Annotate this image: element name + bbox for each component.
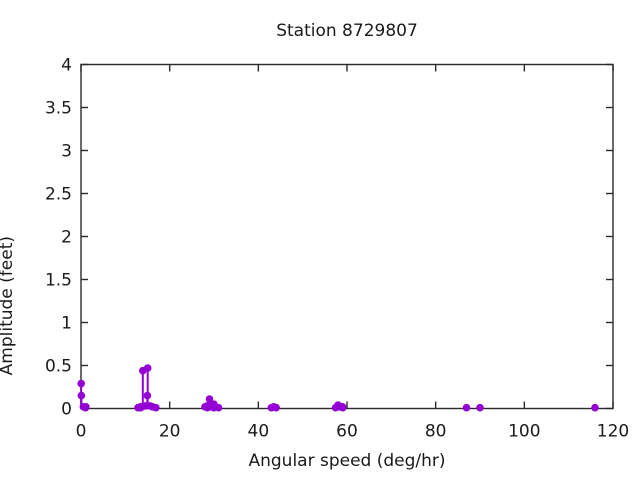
y-tick-label: 0.5	[45, 357, 72, 377]
data-point	[462, 403, 471, 412]
y-tick-label: 1.5	[45, 271, 72, 291]
data-point	[476, 403, 484, 412]
data-point	[77, 379, 85, 388]
x-tick-label: 20	[159, 422, 181, 442]
y-tick-label: 4	[61, 56, 72, 76]
x-tick-label: 40	[248, 422, 270, 442]
x-tick-label: 80	[425, 422, 447, 442]
chart-title: Station 8729807	[276, 21, 418, 41]
data-point	[143, 364, 152, 372]
data-point	[152, 403, 160, 412]
data-point	[214, 403, 223, 412]
y-tick-label: 2.5	[45, 185, 72, 205]
x-tick-label: 120	[597, 422, 629, 442]
data-point	[143, 391, 152, 400]
y-tick-label: 3.5	[45, 99, 72, 119]
data-point	[77, 391, 86, 400]
data-point	[272, 403, 280, 412]
y-tick-label: 3	[61, 142, 72, 162]
data-point	[591, 403, 599, 412]
y-tick-label: 1	[61, 314, 72, 334]
data-point	[205, 395, 214, 403]
x-tick-label: 0	[76, 422, 87, 442]
data-point	[339, 403, 347, 412]
data-point	[82, 402, 90, 411]
x-axis-label: Angular speed (deg/hr)	[248, 451, 446, 471]
y-axis-label-text: Amplitude (feet)	[0, 235, 17, 376]
y-tick-label: 0	[61, 400, 72, 420]
x-tick-label: 100	[508, 422, 540, 442]
plot-border	[80, 63, 614, 410]
y-tick-label: 2	[61, 228, 72, 248]
x-tick-label: 60	[336, 422, 358, 442]
